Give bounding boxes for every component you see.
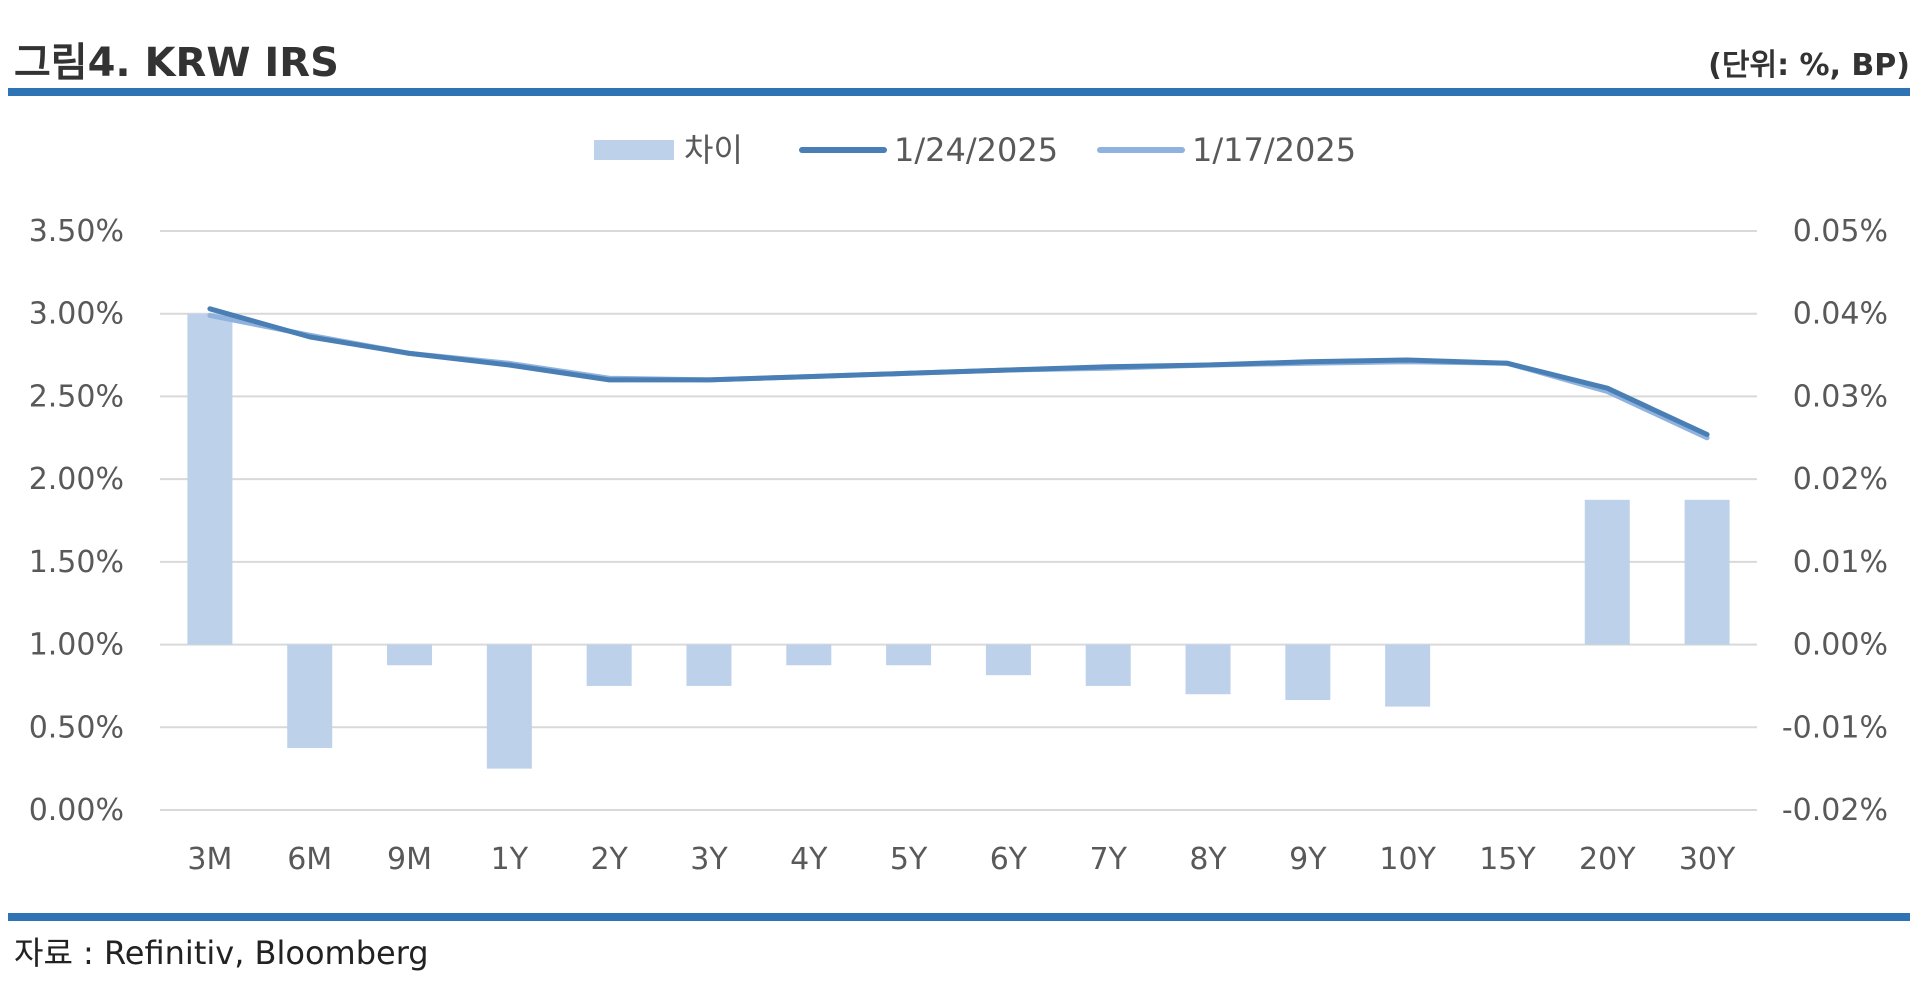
source-note: 자료 : Refinitiv, Bloomberg xyxy=(14,934,429,972)
x-tick-label: 30Y xyxy=(1679,842,1736,877)
x-tick-label: 6M xyxy=(287,842,332,877)
y-left-tick-label: 2.00% xyxy=(29,462,124,497)
bar xyxy=(1285,644,1331,700)
y-left-tick-label: 1.00% xyxy=(29,628,124,663)
x-tick-label: 1Y xyxy=(491,842,529,877)
bottom-rule xyxy=(8,913,1910,921)
y-right-tick-label: 0.02% xyxy=(1793,462,1888,497)
bar xyxy=(1185,644,1231,695)
y-left-tick-label: 0.00% xyxy=(29,793,124,828)
x-tick-label: 2Y xyxy=(590,842,628,877)
legend-label: 차이 xyxy=(684,131,743,169)
x-tick-label: 4Y xyxy=(790,842,828,877)
irs-chart: 0.00% 0.50% 1.00% 1.50% 2.00% 2.50% 3.00% 3.50%… xyxy=(29,131,1888,877)
right-axis: -0.02% -0.01% 0.00% 0.01% 0.02% 0.03% 0.04% 0.0… xyxy=(1782,214,1888,828)
x-axis: 3M 6M 9M 1Y 2Y 3Y 4Y 5Y 6Y 7Y 8Y 9Y 10Y 15Y 20Y 30Y xyxy=(187,842,1736,877)
y-right-tick-label: 0.00% xyxy=(1793,628,1888,663)
bar xyxy=(287,644,333,748)
series-line xyxy=(207,312,1710,441)
bar xyxy=(387,644,433,666)
y-right-tick-label: 0.05% xyxy=(1793,214,1888,249)
bar xyxy=(1684,499,1730,645)
y-left-tick-label: 1.50% xyxy=(29,545,124,580)
y-right-tick-label: 0.01% xyxy=(1793,545,1888,580)
bar xyxy=(886,644,932,666)
legend-label: 1/17/2025 xyxy=(1192,131,1356,169)
bar xyxy=(1385,644,1431,707)
bar xyxy=(187,313,233,645)
y-right-tick-label: 0.04% xyxy=(1793,297,1888,332)
y-left-tick-label: 3.00% xyxy=(29,297,124,332)
y-right-tick-label: -0.02% xyxy=(1782,793,1888,828)
legend: 차이 1/24/2025 1/17/2025 xyxy=(594,131,1356,169)
y-left-tick-label: 3.50% xyxy=(29,214,124,249)
bar xyxy=(985,644,1031,676)
series-line xyxy=(207,306,1710,437)
x-tick-label: 20Y xyxy=(1579,842,1636,877)
gridlines xyxy=(160,230,1757,811)
x-tick-label: 9M xyxy=(387,842,432,877)
bar-series-diff xyxy=(187,313,1730,769)
bar xyxy=(1584,499,1630,645)
x-tick-label: 3Y xyxy=(690,842,728,877)
x-tick-label: 5Y xyxy=(890,842,928,877)
bar xyxy=(786,644,832,666)
page-title: 그림4. KRW IRS xyxy=(14,40,339,86)
line-series xyxy=(207,306,1710,441)
x-tick-label: 6Y xyxy=(990,842,1028,877)
top-rule xyxy=(8,88,1910,96)
y-left-tick-label: 0.50% xyxy=(29,710,124,745)
legend-label: 1/24/2025 xyxy=(894,131,1058,169)
x-tick-label: 7Y xyxy=(1090,842,1128,877)
x-tick-label: 8Y xyxy=(1189,842,1227,877)
x-tick-label: 3M xyxy=(187,842,232,877)
x-tick-label: 9Y xyxy=(1289,842,1327,877)
x-tick-label: 10Y xyxy=(1379,842,1436,877)
bar xyxy=(586,644,632,686)
x-tick-label: 15Y xyxy=(1479,842,1536,877)
y-left-tick-label: 2.50% xyxy=(29,379,124,414)
bar xyxy=(686,644,732,686)
y-right-tick-label: -0.01% xyxy=(1782,710,1888,745)
bar xyxy=(486,644,532,769)
unit-note: (단위: %, BP) xyxy=(1708,48,1910,83)
left-axis: 0.00% 0.50% 1.00% 1.50% 2.00% 2.50% 3.00% 3.50% xyxy=(29,214,124,828)
y-right-tick-label: 0.03% xyxy=(1793,379,1888,414)
bar xyxy=(1085,644,1131,686)
legend-swatch-bar xyxy=(594,140,674,160)
